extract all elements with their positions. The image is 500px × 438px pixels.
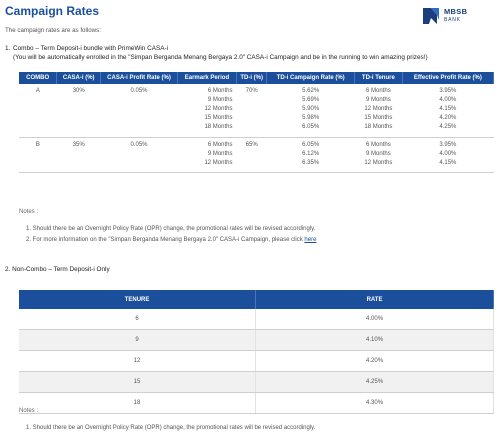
notes-label: Notes : xyxy=(19,408,39,414)
effective-value: 3.95% xyxy=(439,88,457,94)
cell-rate: 4.30% xyxy=(255,392,494,414)
cell-casa-rate: 0.05% xyxy=(100,137,178,173)
section1-subtitle: (You will be automatically enrolled in t… xyxy=(13,54,428,61)
cell-rate: 4.20% xyxy=(255,350,494,372)
col-td-rate: TD-i Campaign Rate (%) xyxy=(266,72,355,84)
table-header-row: TENURE RATE xyxy=(19,290,494,309)
tenure-value: 9 Months xyxy=(366,97,391,103)
section1-title: Combo – Term Deposit-i bundle with Prime… xyxy=(13,45,169,52)
non-combo-rates-table: TENURE RATE 6 4.00% 9 4.10% 12 4.20% 15 … xyxy=(19,290,494,414)
col-combo: COMBO xyxy=(19,72,58,84)
intro-text: The campaign rates are as follows: xyxy=(5,27,101,34)
section1-number: 1. xyxy=(5,45,11,52)
effective-value: 4.25% xyxy=(439,124,457,130)
cell-tenure: 9 xyxy=(19,329,257,351)
td-rate-value: 5.90% xyxy=(302,106,320,112)
cell-tenure: 12 xyxy=(19,350,257,372)
note-text: 2. For more information on the "Simpan B… xyxy=(26,237,305,243)
cell-casa-rate: 0.05% xyxy=(100,84,178,138)
cell-td-rate: 5.62% 5.69% 5.90% 5.98% 6.05% xyxy=(266,84,355,138)
col-casa-rate: CASA-i Profit Rate (%) xyxy=(100,72,178,84)
cell-earmark: 6 Months 9 Months 12 Months xyxy=(177,137,237,173)
tenure-value: 15 Months xyxy=(364,115,393,121)
col-rate: RATE xyxy=(255,290,494,309)
col-earmark: Earmark Period xyxy=(177,72,238,84)
mbsb-logo-icon xyxy=(423,8,439,24)
page-title: Campaign Rates xyxy=(5,4,100,18)
cell-td: 65% xyxy=(236,137,267,173)
td-rate-value: 6.35% xyxy=(302,160,320,166)
col-tenure: TD-i Tenure xyxy=(354,72,403,84)
tenure-value: 6 Months xyxy=(366,88,391,94)
effective-value: 4.00% xyxy=(439,151,457,157)
earmark-value: 9 Months xyxy=(207,151,233,157)
table-row: 9 4.10% xyxy=(19,329,494,351)
cell-rate: 4.00% xyxy=(255,309,494,330)
cell-combo: A xyxy=(19,84,57,138)
td-rate-value: 6.05% xyxy=(302,124,320,130)
effective-value: 4.00% xyxy=(439,97,457,103)
cell-tenure: 18 xyxy=(19,392,257,414)
section2-heading: 2. Non-Combo – Term Deposit-i Only xyxy=(5,266,110,273)
col-effective: Effective Profit Rate (%) xyxy=(402,72,495,84)
earmark-value: 6 Months xyxy=(207,88,233,94)
effective-value: 4.15% xyxy=(439,160,457,166)
col-td: TD-i (%) xyxy=(236,72,268,84)
cell-casa: 35% xyxy=(56,137,101,173)
table-row: 6 4.00% xyxy=(19,309,494,330)
earmark-value: 18 Months xyxy=(204,124,233,130)
tenure-value: 12 Months xyxy=(364,106,393,112)
table-header-row: COMBO CASA-i (%) CASA-i Profit Rate (%) … xyxy=(19,72,495,84)
earmark-value: 15 Months xyxy=(204,115,233,121)
effective-value: 4.15% xyxy=(439,106,457,112)
note-item: 1. Should there be an Overnight Policy R… xyxy=(26,425,316,431)
earmark-value: 12 Months xyxy=(204,160,233,166)
cell-combo: B xyxy=(19,137,57,173)
cell-td: 70% xyxy=(236,84,267,138)
cell-effective: 3.95% 4.00% 4.15% xyxy=(402,137,494,173)
note-item: 2. For more information on the "Simpan B… xyxy=(26,237,316,243)
effective-value: 4.20% xyxy=(439,115,457,121)
table-row: 15 4.25% xyxy=(19,371,494,393)
td-rate-value: 6.05% xyxy=(302,142,320,148)
combo-rates-table: COMBO CASA-i (%) CASA-i Profit Rate (%) … xyxy=(19,72,495,173)
tenure-value: 12 Months xyxy=(364,160,393,166)
tenure-value: 18 Months xyxy=(364,124,393,130)
earmark-value: 6 Months xyxy=(207,142,233,148)
table-row: B 35% 0.05% 6 Months 9 Months 12 Months … xyxy=(19,137,494,173)
note-item: 1. Should there be an Overnight Policy R… xyxy=(26,226,316,232)
td-rate-value: 5.98% xyxy=(302,115,320,121)
cell-tenure: 6 Months 9 Months 12 Months xyxy=(354,137,403,173)
notes-label: Notes : xyxy=(19,209,39,215)
tenure-value: 9 Months xyxy=(366,151,391,157)
logo-text: MBSB BANK xyxy=(444,8,467,24)
cell-td-rate: 6.05% 6.12% 6.35% xyxy=(266,137,355,173)
table-row: A 30% 0.05% 6 Months 9 Months 12 Months … xyxy=(19,84,494,138)
cell-effective: 3.95% 4.00% 4.15% 4.20% 4.25% xyxy=(402,84,494,138)
earmark-value: 9 Months xyxy=(207,97,233,103)
cell-tenure: 15 xyxy=(19,371,257,393)
cell-rate: 4.10% xyxy=(255,329,494,351)
cell-earmark: 6 Months 9 Months 12 Months 15 Months 18… xyxy=(177,84,237,138)
section1-heading: 1. Combo – Term Deposit-i bundle with Pr… xyxy=(5,44,428,62)
table-row: 18 4.30% xyxy=(19,392,494,414)
col-casa: CASA-i (%) xyxy=(56,72,102,84)
cell-casa: 30% xyxy=(56,84,101,138)
logo-name: MBSB xyxy=(444,7,468,16)
earmark-value: 12 Months xyxy=(204,106,233,112)
table-row: 12 4.20% xyxy=(19,350,494,372)
td-rate-value: 5.62% xyxy=(302,88,320,94)
logo-sub: BANK xyxy=(444,17,461,23)
campaign-link[interactable]: here xyxy=(304,237,317,243)
cell-tenure: 6 xyxy=(19,309,257,330)
td-rate-value: 5.69% xyxy=(302,97,320,103)
cell-rate: 4.25% xyxy=(255,371,494,393)
tenure-value: 6 Months xyxy=(366,142,391,148)
cell-tenure: 6 Months 9 Months 12 Months 15 Months 18… xyxy=(354,84,403,138)
td-rate-value: 6.12% xyxy=(302,151,320,157)
col-tenure: TENURE xyxy=(19,290,257,309)
effective-value: 3.95% xyxy=(439,142,457,148)
